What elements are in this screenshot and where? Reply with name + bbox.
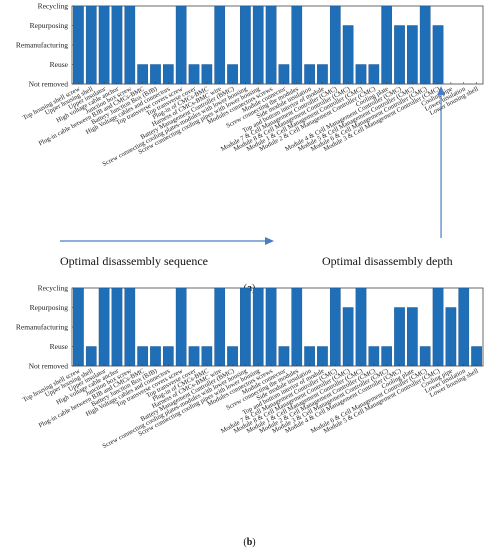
bar <box>291 287 303 367</box>
bar <box>73 5 84 85</box>
bar <box>85 346 97 367</box>
bar <box>419 346 431 367</box>
bar <box>201 346 213 367</box>
bar <box>214 5 226 85</box>
bar <box>445 307 457 367</box>
bar <box>162 346 174 367</box>
bar <box>137 64 148 85</box>
bar <box>214 287 226 367</box>
bar <box>368 346 380 367</box>
bar <box>419 5 431 85</box>
y-tick-label: Recycling <box>38 2 69 11</box>
bar <box>432 25 444 85</box>
bar <box>252 5 264 85</box>
bar <box>355 287 367 367</box>
bar <box>304 64 315 85</box>
bar <box>317 64 328 85</box>
bar <box>98 287 110 367</box>
bar <box>111 287 123 367</box>
bar <box>227 346 238 367</box>
chart-panel-a: Not removed Reuse Remanufacturing Repurposi… <box>16 2 484 294</box>
bar <box>291 5 303 85</box>
bar <box>394 307 405 367</box>
bar <box>304 346 315 367</box>
y-tick-label: Reuse <box>50 342 69 351</box>
bar <box>342 25 354 85</box>
bar <box>98 5 110 85</box>
bar <box>407 25 418 85</box>
bar <box>329 5 341 85</box>
bar <box>137 346 148 367</box>
panel-caption: (b) <box>243 537 255 548</box>
bar <box>175 287 187 367</box>
bar <box>342 307 354 367</box>
y-tick-label: Recycling <box>38 284 69 293</box>
depth-label: Optimal disassembly depth <box>322 254 453 268</box>
bar <box>240 287 251 367</box>
bar <box>432 287 444 367</box>
bar <box>188 64 200 85</box>
y-tick-label: Not removed <box>29 80 69 89</box>
chart-panel-b: Not removed Reuse Remanufacturing Repurposi… <box>16 284 484 548</box>
bar <box>73 287 84 367</box>
y-tick-label: Remanufacturing <box>16 323 68 332</box>
bar <box>150 64 161 85</box>
bar <box>265 287 277 367</box>
bar <box>124 5 136 85</box>
sequence-label: Optimal disassembly sequence <box>60 254 208 268</box>
bar <box>458 287 470 367</box>
bar <box>201 64 213 85</box>
bar <box>252 287 264 367</box>
bar <box>85 5 97 85</box>
bar <box>111 5 123 85</box>
bar <box>407 307 418 367</box>
bar <box>329 287 341 367</box>
y-tick-label: Reuse <box>50 60 69 69</box>
bar <box>368 64 380 85</box>
bar <box>278 64 290 85</box>
bar <box>188 346 200 367</box>
y-tick-label: Remanufacturing <box>16 41 68 50</box>
bar <box>471 346 482 367</box>
y-tick-label: Repurposing <box>30 21 69 30</box>
bar <box>227 64 238 85</box>
bar <box>240 5 251 85</box>
bar <box>381 346 393 367</box>
depth-arrowhead <box>437 86 446 95</box>
sequence-arrowhead <box>265 237 274 245</box>
bar <box>381 5 393 85</box>
bar <box>150 346 161 367</box>
y-tick-label: Repurposing <box>30 303 69 312</box>
bar <box>355 64 367 85</box>
bar <box>175 5 187 85</box>
bar <box>162 64 174 85</box>
y-tick-label: Not removed <box>29 362 69 371</box>
bar <box>265 5 277 85</box>
bar <box>124 287 136 367</box>
bar <box>317 346 328 367</box>
bar <box>394 25 405 85</box>
bar <box>278 346 290 367</box>
